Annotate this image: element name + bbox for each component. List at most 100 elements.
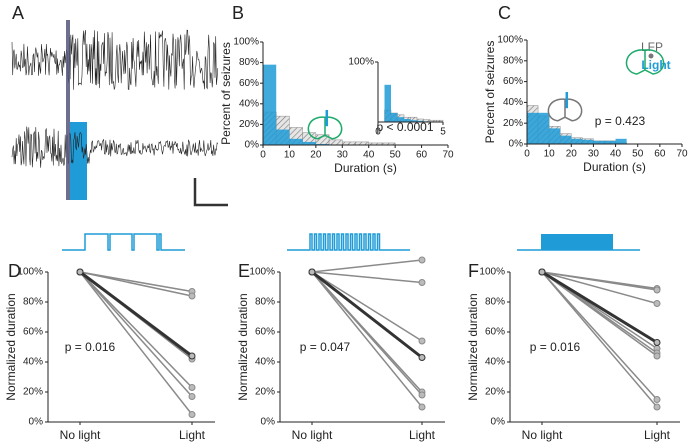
panel-label: C <box>498 3 511 23</box>
data-point <box>653 286 661 294</box>
y-tick-label: 80% <box>255 297 275 308</box>
x-axis-label: Duration (s) <box>334 161 397 175</box>
data-point <box>653 339 661 346</box>
histogram-bar <box>604 140 616 144</box>
y-axis-label: Normalized duration <box>236 293 250 400</box>
data-point <box>418 391 426 399</box>
x-tick-label: No light <box>522 428 563 442</box>
y-tick-label: 60% <box>255 327 275 338</box>
y-axis-label: Percent of seizures <box>219 42 233 145</box>
histogram-bar <box>549 128 561 144</box>
series-line <box>311 271 423 342</box>
panel-label: A <box>12 3 24 23</box>
series-line <box>541 271 658 357</box>
y-tick-label: 20% <box>503 118 523 129</box>
panel-label: B <box>232 3 244 23</box>
histogram-bar <box>417 120 424 122</box>
annotation: p = 0.423 <box>595 114 646 128</box>
y-tick-label: 100% <box>348 57 374 68</box>
histogram-bar <box>410 120 417 122</box>
y-axis-label: Normalized duration <box>4 293 18 400</box>
x-tick-label: 30 <box>337 150 349 161</box>
series-line <box>79 271 193 297</box>
y-tick-label: 20% <box>23 387 43 398</box>
x-tick-label: 10 <box>544 149 556 160</box>
y-tick-label: 60% <box>23 327 43 338</box>
stimulus <box>62 233 185 251</box>
data-point <box>653 403 661 411</box>
series-line <box>311 271 423 396</box>
x-tick-label: 5 <box>440 127 446 138</box>
lfp-trace <box>11 126 219 168</box>
y-tick-label: 60% <box>485 327 505 338</box>
histogram-bar <box>328 139 343 146</box>
panel-label: D <box>8 261 21 281</box>
x-tick-label: Light <box>644 428 671 442</box>
series-line <box>311 270 423 359</box>
y-tick-label: 100% <box>17 267 43 278</box>
y-tick-label: 40% <box>485 357 505 368</box>
histogram-bar <box>289 138 303 145</box>
series-line <box>541 270 658 344</box>
data-point <box>76 268 84 276</box>
y-tick-label: 100% <box>497 35 523 46</box>
onset-line <box>66 20 70 200</box>
y-tick-label: 80% <box>23 297 43 308</box>
data-point <box>188 292 196 300</box>
scale-bar <box>193 178 228 207</box>
x-tick-label: 0 <box>524 149 530 160</box>
annotation: p = 0.016 <box>65 340 116 354</box>
data-point <box>418 337 426 345</box>
annotation: LFP <box>641 40 663 54</box>
stimulus-block <box>541 234 613 250</box>
histogram-bar <box>315 143 330 145</box>
y-tick-label: 40% <box>23 357 43 368</box>
x-tick-label: 50 <box>632 149 644 160</box>
panel-label: F <box>468 261 479 281</box>
y-tick-label: 60% <box>503 76 523 87</box>
y-tick-label: 80% <box>503 55 523 66</box>
x-tick-label: No light <box>292 428 333 442</box>
series-line <box>311 259 423 273</box>
y-tick-label: 0% <box>509 139 524 150</box>
series-line <box>311 271 423 284</box>
histogram-bar <box>582 139 594 144</box>
series-line <box>79 271 193 415</box>
x-tick-label: 70 <box>442 150 454 161</box>
y-tick-label: 20% <box>485 387 505 398</box>
y-tick-label: 100% <box>479 267 505 278</box>
data-point <box>653 352 661 360</box>
data-point <box>418 354 426 361</box>
histogram-bar <box>538 112 550 144</box>
x-tick-label: 60 <box>416 150 428 161</box>
series-line <box>79 271 193 389</box>
histogram-bar <box>391 113 398 122</box>
y-tick-label: 0% <box>491 417 506 428</box>
x-tick-label: 40 <box>610 149 622 160</box>
annotation: p = 0.047 <box>300 340 351 354</box>
data-point <box>418 279 426 286</box>
x-tick-label: 60 <box>654 149 666 160</box>
y-tick-label: 0% <box>261 417 276 428</box>
histogram-bar <box>384 84 391 122</box>
x-tick-label: 50 <box>390 150 402 161</box>
data-point <box>308 268 316 276</box>
y-tick-label: 100% <box>233 37 259 48</box>
annotation: p < 0.0001 <box>376 120 433 134</box>
y-tick-label: 40% <box>255 357 275 368</box>
panel-label: E <box>238 261 250 281</box>
x-tick-label: 20 <box>310 150 322 161</box>
series-line <box>541 271 658 408</box>
lfp-trace <box>11 29 219 91</box>
histogram-bar <box>302 141 316 145</box>
histogram-bar <box>560 135 572 144</box>
y-axis-label: Normalized duration <box>466 293 480 400</box>
stimulus <box>287 233 410 251</box>
histogram-bar <box>263 64 277 145</box>
y-tick-label: 80% <box>485 297 505 308</box>
data-point <box>188 411 196 418</box>
series-line <box>79 271 193 398</box>
data-point <box>418 403 426 411</box>
histogram-bar <box>593 140 605 144</box>
